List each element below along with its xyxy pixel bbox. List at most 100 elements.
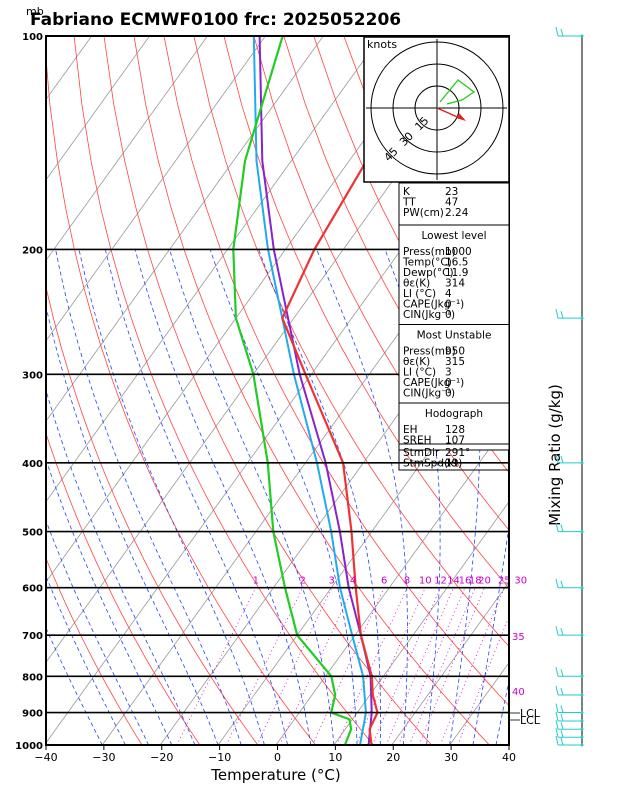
mixing-ratio-line [176,587,257,745]
wind-barb-flag [560,28,564,37]
isotherm [46,36,324,422]
pressure-tick-label: 600 [22,584,43,595]
wind-barbs [555,26,584,747]
parcel-moist-profile [252,36,367,745]
pressure-tick-label: 300 [22,370,43,381]
dry-adiabat [253,36,509,531]
mixing-ratio-label: 14 [447,576,460,587]
index-value: 0 [445,377,452,389]
mixing-ratio-label: 18 [469,576,482,587]
lcl-label: LCL [520,714,541,727]
moist-adiabat [209,249,358,745]
wind-barb-dot [580,316,584,320]
mixing-ratio-line [336,587,408,745]
dry-adiabat [524,36,618,745]
wind-barb-dot [580,727,584,731]
wind-barb-flag [555,667,559,677]
wind-barb-flag [555,453,559,463]
temperature-profile [281,36,464,745]
pressure-tick-label: 800 [22,672,43,683]
moist-adiabat [46,458,173,745]
wind-barb-flag [560,713,564,722]
parcel-most-unstable-profile [258,36,373,745]
table-block [398,182,510,226]
index-value: 0 [445,388,452,400]
wind-barb-dot [580,735,584,739]
index-label: EH [403,424,418,436]
isotherm [46,36,440,583]
table-block [398,224,510,325]
index-label: K [403,186,411,198]
index-value: 128 [445,424,465,436]
mixing-ratio-label: 16 [459,576,472,587]
mixing-ratio-label: 4 [350,576,356,587]
wind-barb-flag [555,703,559,713]
wind-barb-dot [580,743,584,747]
wind-barb-flag [555,522,559,532]
dry-adiabat [614,36,618,745]
moist-adiabat [46,575,126,745]
index-value: 3 [445,367,452,379]
hodograph-trace [439,79,476,105]
wind-barb-flag [560,730,564,738]
index-value: 19 [445,458,458,470]
index-label: Press(mb) [403,346,456,358]
x-tick-label: −10 [208,751,231,764]
wind-barb-flag [560,628,564,636]
wind-barb-flag [560,455,564,463]
wind-barb-flag [555,728,559,738]
wind-barb-dot [580,461,584,465]
wind-barb-dot [580,719,584,723]
mixing-ratio-label: 25 [498,576,511,587]
wind-barb-dot [580,586,584,590]
moist-adiabat [46,519,149,745]
pressure-tick-label: 100 [22,32,43,43]
index-value: 4 [445,288,452,300]
x-tick-label: −30 [92,751,115,764]
index-label: TT [402,197,416,209]
wind-barb-flag [560,705,564,713]
side-label-40: 40 [512,687,525,698]
isotherm [46,36,382,503]
index-label: θε(K) [403,278,430,290]
pressure-tick-label: 700 [22,631,43,642]
chart-title: Fabriano ECMWF0100 frc: 2025052206 [30,10,401,30]
index-value: 11.9 [445,267,468,279]
wind-barb-flag [560,669,564,677]
mixing-ratio-label: 30 [514,576,527,587]
index-label: LI (°C) [403,288,436,300]
mixing-ratio-label: 1 [253,576,259,587]
index-label: CIN(Jkg⁻¹) [403,309,455,321]
isotherm [333,501,509,745]
mixing-ratio-label: 20 [478,576,491,587]
wind-barb-flag [555,720,559,730]
y-axis-label-right: Mixing Ratio (g/kg) [546,384,564,526]
wind-barb-flag [555,735,559,746]
index-label: SREH [403,435,432,447]
isotherm [46,36,266,342]
index-label: LI (°C) [403,367,436,379]
wind-barb-flag [560,687,564,696]
dry-adiabat [46,53,317,745]
isotherm [46,36,208,261]
index-value: 291° [445,447,470,459]
index-label: CIN(Jkg⁻¹) [403,388,455,400]
table-block [398,443,510,471]
pressure-tick-label: 500 [22,528,43,539]
wind-barb-flag [555,309,559,319]
index-label: CAPE(Jkg⁻¹) [403,299,464,311]
dry-adiabat [223,36,509,589]
x-tick-label: −20 [150,751,173,764]
x-tick-label: 0 [274,751,281,764]
wind-barb-flag [560,524,564,532]
table-block [398,324,510,404]
index-label: StmSpd(kt) [403,458,462,470]
wind-barb-flag [560,737,564,746]
moist-adiabat [46,305,219,745]
moist-adiabat [104,249,288,745]
wind-barb-flag [555,26,559,37]
index-value: 23 [445,186,458,198]
moist-adiabat [472,523,509,745]
mixing-ratio-label: 3 [329,576,335,587]
